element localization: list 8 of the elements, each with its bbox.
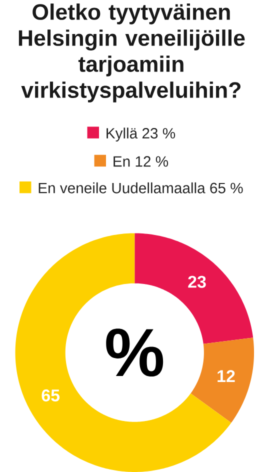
data-label: 23: [188, 276, 206, 288]
text: %: [106, 328, 164, 377]
legend-label: En 12 %: [114, 156, 168, 167]
data-label: 12: [218, 370, 235, 382]
legend-label: Kyllä 23 %: [106, 128, 176, 142]
legend-label: En veneile Uudellamaalla 65 %: [38, 182, 243, 194]
data-label: 65: [42, 389, 60, 402]
chart-title: Oletko tyytyväinen Helsingin veneilijöille tarjoamiin virkistyspalveluihin?: [18, 4, 245, 102]
